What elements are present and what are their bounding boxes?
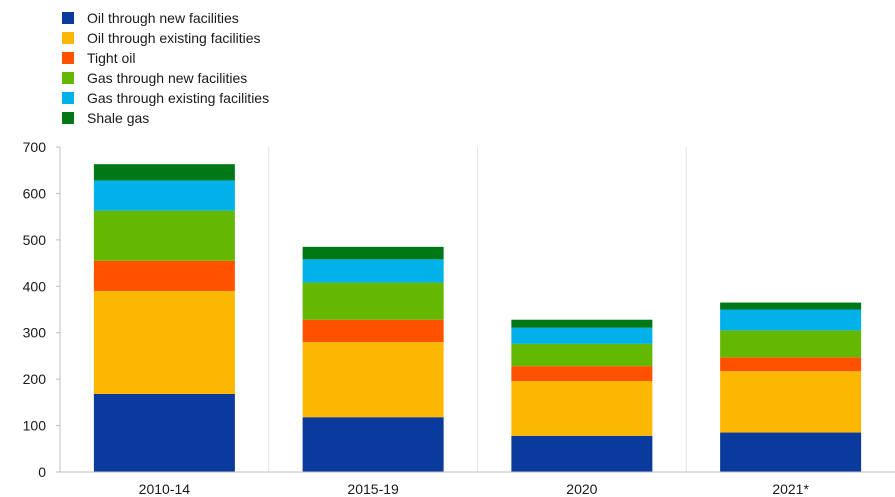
bar-segment <box>302 342 444 418</box>
bar-segment <box>511 381 653 436</box>
legend-item: Gas through existing facilities <box>62 88 269 108</box>
legend-swatch <box>62 112 74 124</box>
x-tick-label: 2010-14 <box>139 481 191 497</box>
bar-segment <box>511 343 653 367</box>
bar-segment <box>720 302 862 310</box>
bar-segment <box>93 180 235 211</box>
bar-segment <box>302 246 444 260</box>
legend-label: Oil through existing facilities <box>87 30 261 46</box>
legend-swatch <box>62 92 74 104</box>
legend-label: Shale gas <box>87 110 150 126</box>
legend-item: Shale gas <box>62 108 269 128</box>
y-tick-label: 100 <box>23 418 47 434</box>
bar-segment <box>93 394 235 472</box>
legend-swatch <box>62 72 74 84</box>
legend-swatch <box>62 12 74 24</box>
legend-item: Gas through new facilities <box>62 68 269 88</box>
bar-segment <box>511 319 653 328</box>
bar-segment <box>720 357 862 372</box>
legend-label: Gas through existing facilities <box>87 90 270 106</box>
bar-segment <box>720 330 862 358</box>
legend-label: Tight oil <box>87 50 136 66</box>
bar-segment <box>302 282 444 320</box>
y-tick-label: 200 <box>23 371 47 387</box>
y-tick-label: 400 <box>23 278 47 294</box>
y-tick-label: 700 <box>23 139 47 155</box>
chart-legend: Oil through new facilities Oil through ex… <box>62 8 269 128</box>
axes: 0 100 200 300 400 500 600 700 2010-14 2015-19 2020… <box>23 139 895 497</box>
bars <box>93 164 862 472</box>
bar-segment <box>302 417 444 472</box>
legend-item: Oil through new facilities <box>62 8 269 28</box>
bar-segment <box>720 309 862 331</box>
bar-segment <box>302 259 444 283</box>
y-tick-label: 600 <box>23 185 47 201</box>
bar-segment <box>93 290 235 394</box>
bar-segment <box>93 164 235 181</box>
legend-label: Gas through new facilities <box>87 70 248 86</box>
legend-swatch <box>62 32 74 44</box>
y-tick-label: 0 <box>38 464 46 480</box>
x-tick-label: 2021* <box>772 481 809 497</box>
bar-segment <box>511 435 653 472</box>
bar-segment <box>93 260 235 291</box>
bar-segment <box>302 319 444 342</box>
legend-label: Oil through new facilities <box>87 10 239 26</box>
bar-segment <box>720 371 862 433</box>
gridlines <box>268 147 687 472</box>
bar-segment <box>511 327 653 344</box>
x-tick-label: 2020 <box>566 481 597 497</box>
legend-item: Oil through existing facilities <box>62 28 269 48</box>
legend-swatch <box>62 52 74 64</box>
bar-segment <box>720 432 862 472</box>
legend-item: Tight oil <box>62 48 269 68</box>
y-tick-label: 500 <box>23 232 47 248</box>
y-tick-label: 300 <box>23 325 47 341</box>
x-tick-label: 2015-19 <box>347 481 399 497</box>
bar-segment <box>93 210 235 261</box>
bar-segment <box>511 366 653 381</box>
